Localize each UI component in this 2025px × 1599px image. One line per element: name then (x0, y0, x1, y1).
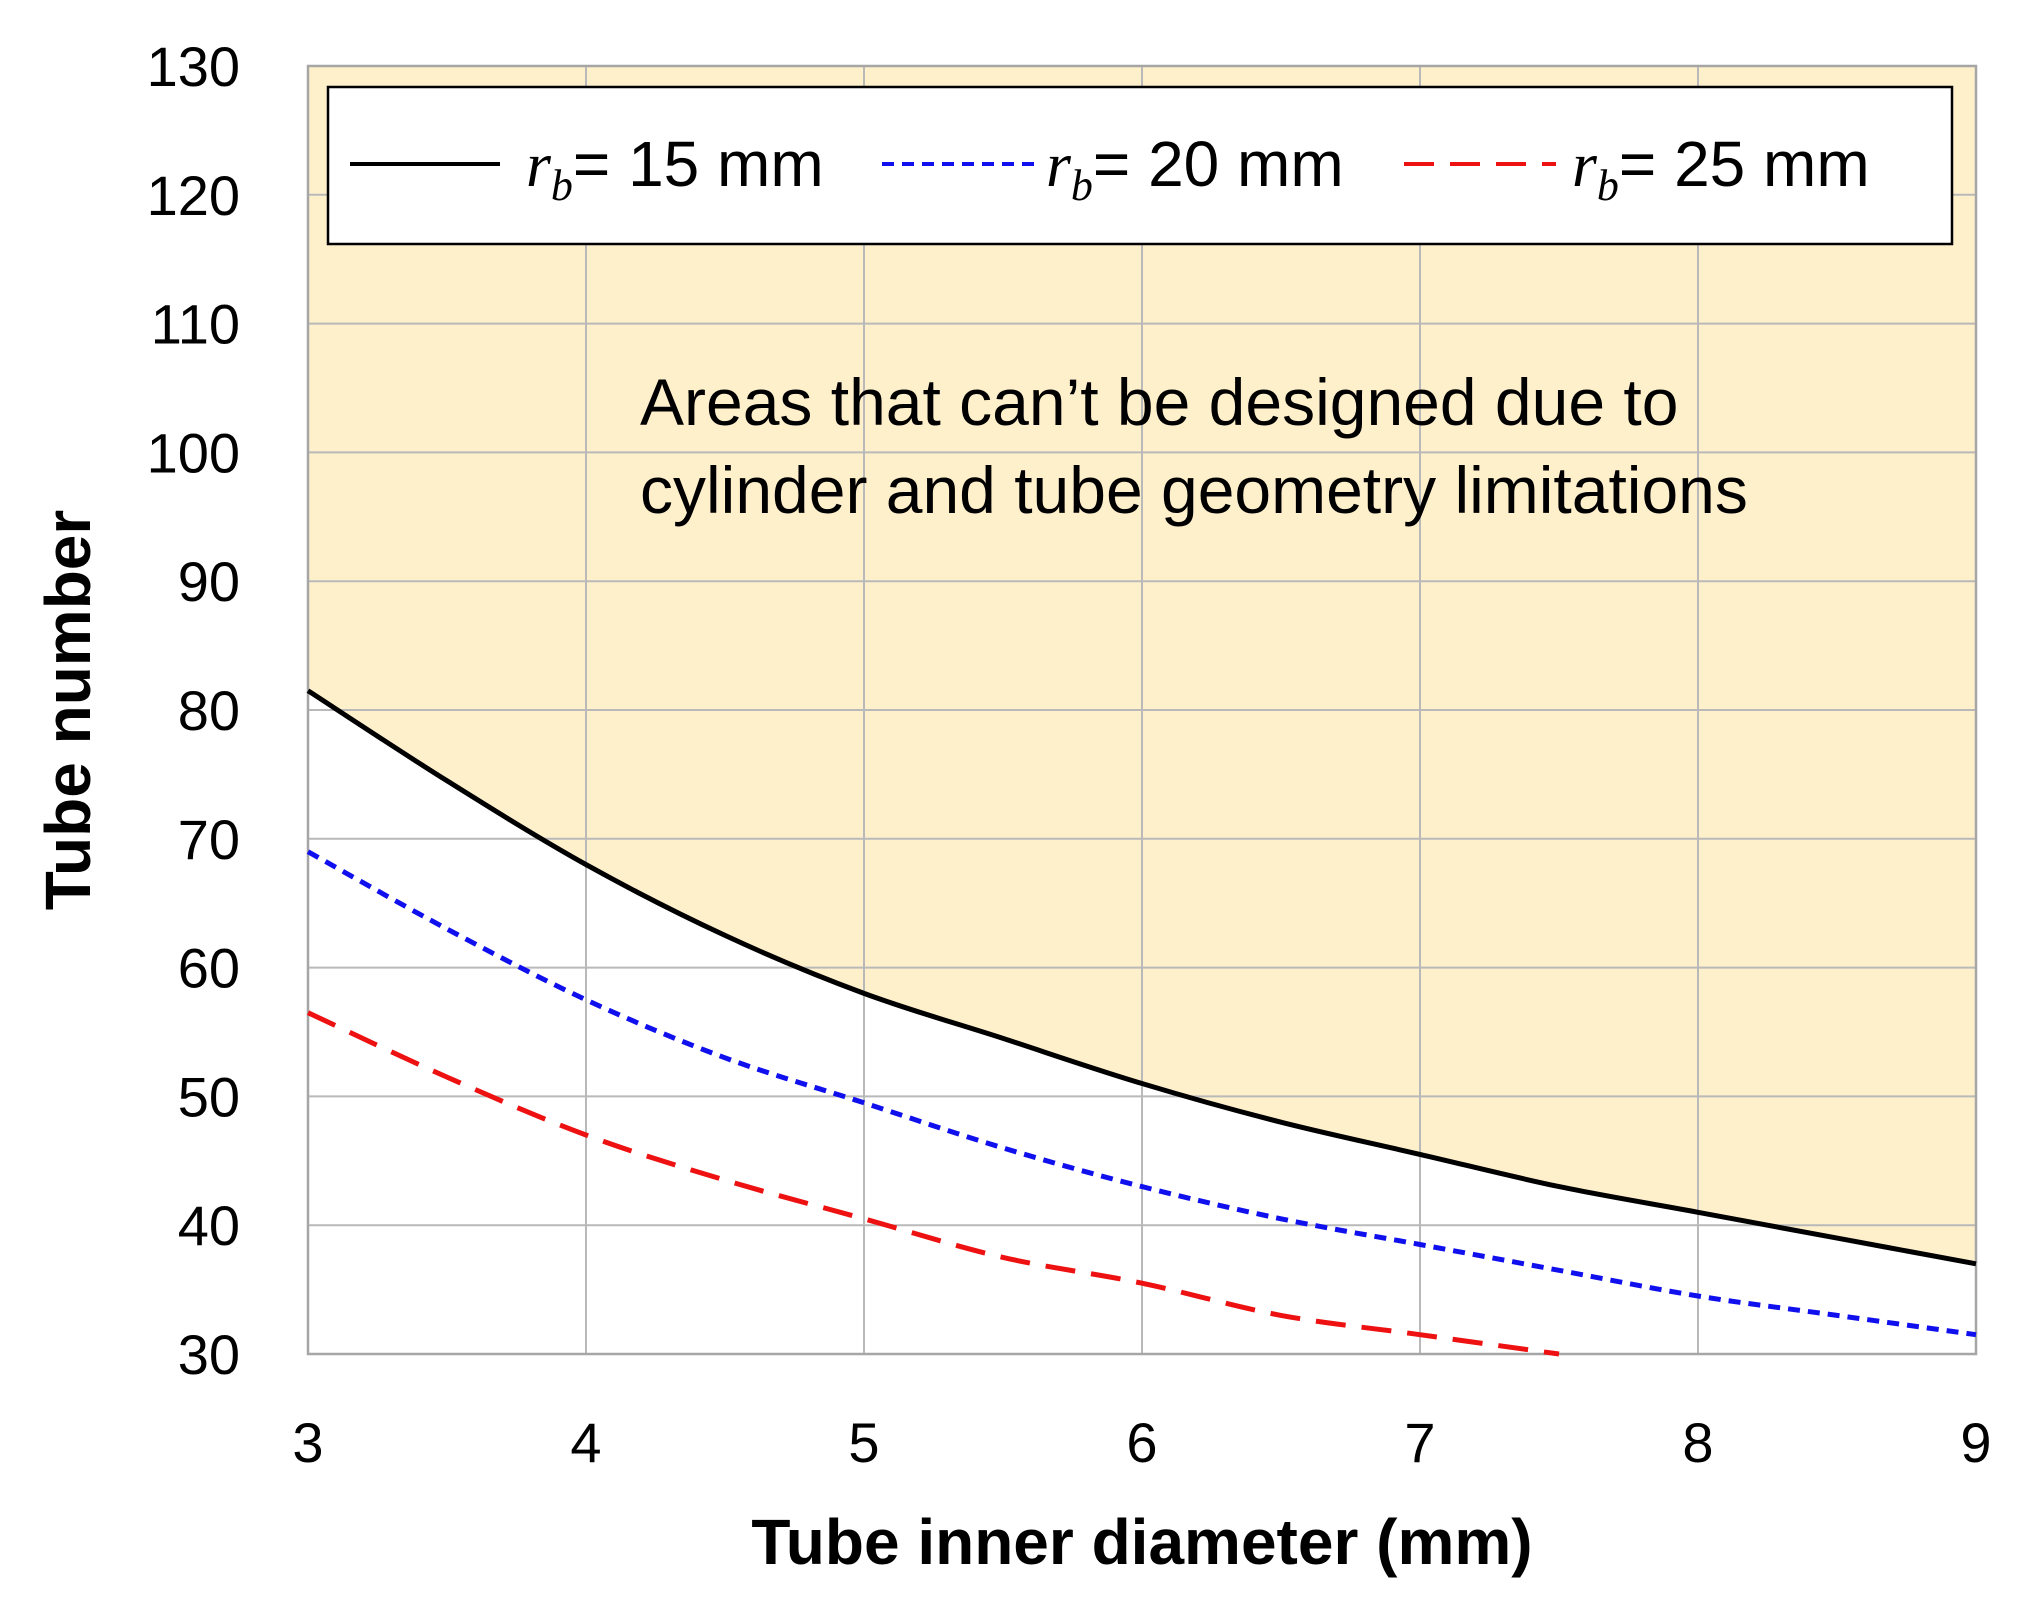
x-tick-label: 4 (570, 1411, 601, 1474)
x-tick-label: 7 (1404, 1411, 1435, 1474)
legend-r-symbol: r (526, 129, 552, 200)
y-tick-label: 100 (147, 421, 240, 484)
y-tick-label: 40 (178, 1194, 240, 1257)
series-line-2 (306, 1010, 1560, 1357)
legend-sub-symbol: b (1597, 161, 1619, 210)
legend-label-r25: rb= 25 mm (1572, 128, 1870, 210)
y-tick-label: 130 (147, 35, 240, 98)
y-tick-label: 120 (147, 164, 240, 227)
x-tick-label: 8 (1682, 1411, 1713, 1474)
y-tick-label: 60 (178, 937, 240, 1000)
legend-label-r15: rb= 15 mm (526, 128, 824, 210)
legend-sub-symbol: b (1071, 161, 1093, 210)
series-line-1 (306, 849, 1977, 1338)
legend-sub-symbol: b (551, 161, 573, 210)
y-tick-label: 30 (178, 1323, 240, 1386)
series-line-0 (306, 688, 1977, 1267)
x-tick-label: 3 (292, 1411, 323, 1474)
legend-r-symbol: r (1572, 129, 1598, 200)
legend-suffix: = 15 mm (573, 128, 824, 200)
legend-suffix: = 25 mm (1619, 128, 1870, 200)
y-tick-label: 80 (178, 679, 240, 742)
legend-box (326, 85, 1954, 246)
y-tick-label: 110 (151, 293, 240, 356)
series-layer (306, 688, 1977, 1357)
x-tick-labels: 3 4 5 6 7 8 9 (292, 1411, 1991, 1474)
x-tick-label: 5 (848, 1411, 879, 1474)
x-tick-label: 6 (1126, 1411, 1157, 1474)
annotation-line-2: cylinder and tube geometry limitations (640, 453, 1748, 527)
y-tick-label: 50 (178, 1065, 240, 1128)
y-tick-label: 70 (178, 808, 240, 871)
annotation-line-1: Areas that can’t be designed due to (640, 365, 1678, 439)
legend: rb= 15 mm rb= 20 mm rb= 25 mm (326, 85, 1954, 246)
x-axis-title: Tube inner diameter (mm) (751, 1506, 1532, 1578)
y-axis-title: Tube number (32, 510, 104, 911)
x-tick-label: 9 (1960, 1411, 1991, 1474)
legend-label-r20: rb= 20 mm (1046, 128, 1344, 210)
legend-suffix: = 20 mm (1093, 128, 1344, 200)
legend-r-symbol: r (1046, 129, 1072, 200)
y-tick-label: 90 (178, 550, 240, 613)
plot-frame (306, 64, 1978, 1356)
y-tick-labels: 30 40 50 60 70 80 90 100 110 120 130 (147, 35, 240, 1386)
